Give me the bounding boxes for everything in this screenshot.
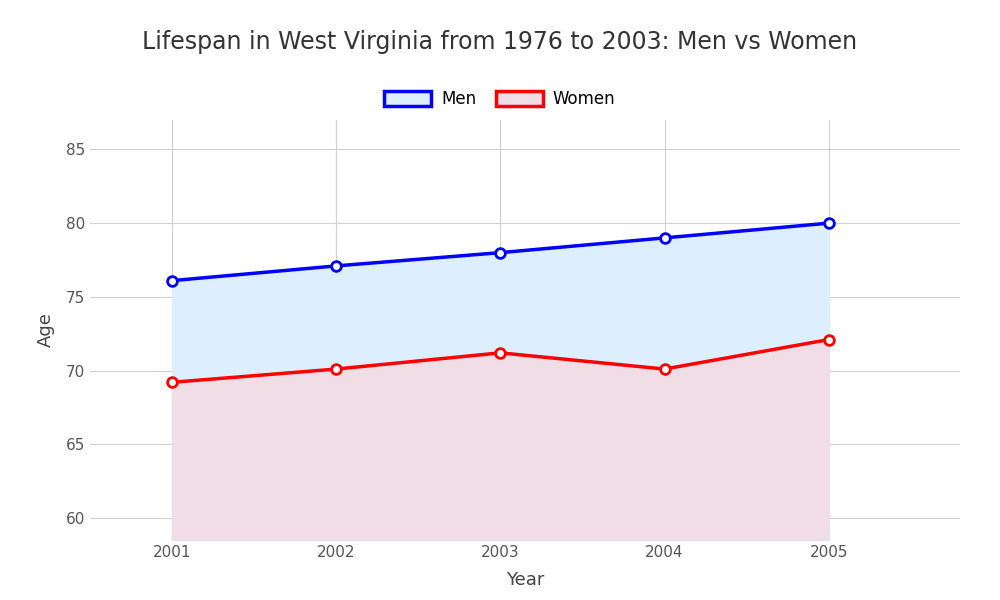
Y-axis label: Age: Age (37, 313, 55, 347)
Legend: Men, Women: Men, Women (378, 83, 622, 115)
Text: Lifespan in West Virginia from 1976 to 2003: Men vs Women: Lifespan in West Virginia from 1976 to 2… (142, 30, 858, 54)
X-axis label: Year: Year (506, 571, 544, 589)
